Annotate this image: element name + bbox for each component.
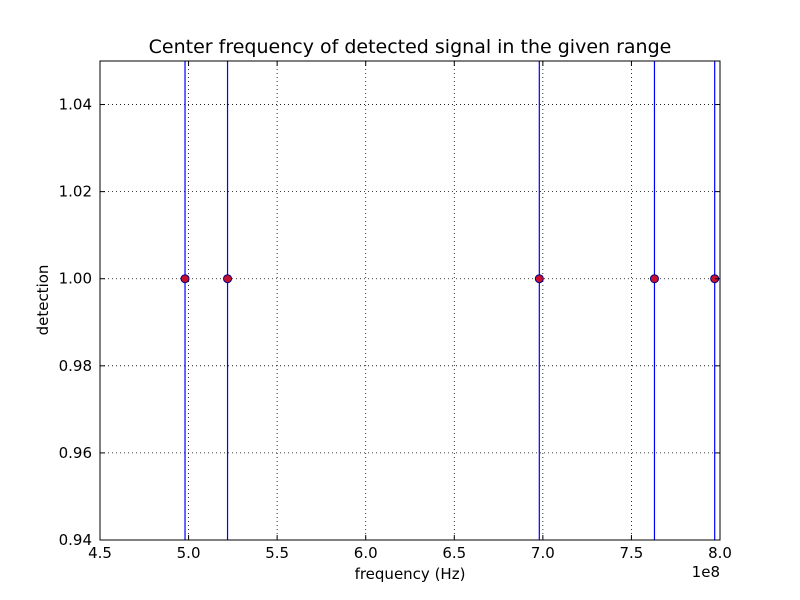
tick-label-layer: 4.5 5.0 5.5 6.0 6.5 7.0 7.5 8.0 0.94 0.96 0.98 1.00… [59, 96, 732, 562]
x-axis-label: frequency (Hz) [355, 565, 466, 583]
marker-layer [180, 274, 720, 284]
y-tick-label: 0.96 [59, 444, 92, 462]
x-tick-label: 5.0 [177, 544, 201, 562]
x-tick-label: 8.0 [708, 544, 732, 562]
x-tick-label: 4.5 [88, 544, 112, 562]
vline-layer [184, 61, 716, 540]
y-tick-label: 0.94 [59, 531, 92, 549]
chart-title: Center frequency of detected signal in t… [149, 36, 672, 58]
plot-area-background [100, 61, 720, 540]
detection-point [223, 274, 233, 284]
y-tick-label: 1.04 [59, 96, 92, 114]
x-axis-offset-label: 1e8 [692, 563, 720, 581]
detection-point [180, 274, 190, 284]
x-tick-label: 7.5 [619, 544, 643, 562]
y-axis-label: detection [34, 265, 52, 336]
tick-layer [99, 61, 721, 541]
x-tick-label: 6.0 [354, 544, 378, 562]
plot-frame [99, 60, 721, 541]
y-tick-label: 1.02 [59, 183, 92, 201]
x-tick-label: 5.5 [265, 544, 289, 562]
x-tick-label: 6.5 [442, 544, 466, 562]
x-tick-label: 7.0 [531, 544, 555, 562]
y-tick-label: 1.00 [59, 270, 92, 288]
detection-point [534, 274, 544, 284]
detection-point [649, 274, 659, 284]
grid-layer [100, 61, 720, 540]
y-tick-label: 0.98 [59, 357, 92, 375]
